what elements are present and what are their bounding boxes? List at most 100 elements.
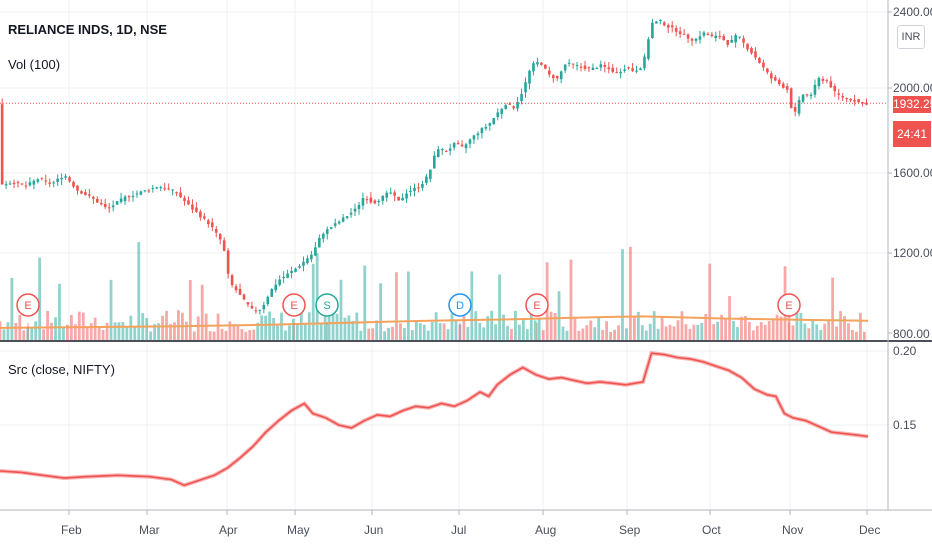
candle <box>230 275 234 286</box>
candle <box>468 139 472 144</box>
candle <box>250 305 254 309</box>
event-marker-earnings[interactable] <box>16 293 40 317</box>
candle <box>710 34 714 36</box>
volume-bar <box>252 329 256 340</box>
candle <box>20 183 24 185</box>
candle <box>40 177 44 179</box>
volume-bar <box>387 327 390 340</box>
candle <box>191 204 194 210</box>
candle <box>329 227 333 229</box>
candle <box>393 192 396 196</box>
candle <box>103 203 107 208</box>
volume-bar <box>97 327 101 340</box>
candle <box>167 188 170 190</box>
candle <box>591 67 595 71</box>
candle <box>436 149 440 157</box>
candle <box>12 182 16 185</box>
event-marker-dividend[interactable] <box>448 293 472 317</box>
candle <box>226 250 230 274</box>
volume-bar <box>791 325 795 340</box>
volume-bar <box>105 322 109 340</box>
src-indicator-label[interactable]: Src (close, NIFTY) <box>8 362 115 377</box>
volume-bar <box>490 310 494 340</box>
candle <box>373 200 377 204</box>
volume-bar <box>192 331 196 340</box>
candle <box>262 304 266 310</box>
volume-bar <box>42 329 46 340</box>
candle <box>147 190 151 192</box>
candle <box>793 107 797 112</box>
volume-bar <box>200 284 204 340</box>
candle <box>341 217 345 222</box>
symbol-title[interactable]: RELIANCE INDS, 1D, NSE <box>8 22 167 37</box>
candle <box>84 192 87 196</box>
candle <box>512 106 515 109</box>
volume-bar <box>129 315 133 340</box>
candle <box>674 28 678 32</box>
volume-bar <box>549 311 553 340</box>
candle <box>242 294 246 300</box>
volume-indicator-label[interactable]: Vol (100) <box>8 57 61 72</box>
event-marker-earnings[interactable] <box>282 293 306 317</box>
candle <box>845 98 848 100</box>
candle <box>480 128 484 134</box>
volume-bar <box>656 328 660 340</box>
volume-bar <box>54 317 57 340</box>
volume-bar <box>157 323 160 340</box>
volume-bar <box>799 312 803 340</box>
volume-bar <box>474 311 478 340</box>
candle <box>397 196 400 201</box>
candle <box>381 195 385 201</box>
volume-bar <box>264 315 268 340</box>
volume-bar <box>73 324 77 340</box>
candle <box>409 190 412 193</box>
candle <box>429 169 432 179</box>
volume-bar <box>446 329 450 340</box>
event-marker-earnings[interactable] <box>777 293 801 317</box>
candle <box>123 196 127 202</box>
candle <box>310 254 313 260</box>
event-marker-earnings[interactable] <box>525 293 549 317</box>
candle <box>508 103 511 105</box>
volume-bar <box>621 249 624 340</box>
candle <box>127 196 131 198</box>
candle <box>28 182 32 186</box>
volume-bar <box>533 320 537 340</box>
volume-bar <box>589 320 593 340</box>
volume-bar <box>367 328 371 340</box>
volume-bar <box>295 323 299 340</box>
candle <box>555 75 559 79</box>
volume-bar <box>77 311 81 340</box>
volume-bar <box>395 272 398 340</box>
volume-bar <box>101 330 105 340</box>
volume-bar <box>724 318 727 340</box>
candle <box>615 72 619 74</box>
last-price-tag: 1932.25 <box>893 96 932 113</box>
candle <box>524 82 527 93</box>
candle <box>706 33 710 36</box>
candle <box>484 126 488 129</box>
candle <box>496 112 500 117</box>
candle <box>48 182 52 184</box>
candle <box>488 123 492 126</box>
candle <box>750 48 753 54</box>
volume-bar <box>529 313 533 340</box>
volume-bar <box>601 329 605 340</box>
candle <box>349 212 353 215</box>
volume-bar <box>307 312 311 340</box>
currency-button[interactable]: INR <box>897 25 925 49</box>
event-marker-split[interactable] <box>315 293 339 317</box>
candle <box>857 99 860 103</box>
volume-bar <box>117 322 121 340</box>
volume-bar <box>272 317 275 340</box>
price-tick: 2000.00 <box>893 81 932 95</box>
candle <box>825 80 829 82</box>
candle <box>655 21 658 24</box>
volume-bar <box>14 322 18 340</box>
candle <box>777 79 781 84</box>
src-line <box>0 352 869 487</box>
candle <box>651 22 654 39</box>
volume-bar <box>605 321 609 340</box>
candle <box>587 67 591 69</box>
